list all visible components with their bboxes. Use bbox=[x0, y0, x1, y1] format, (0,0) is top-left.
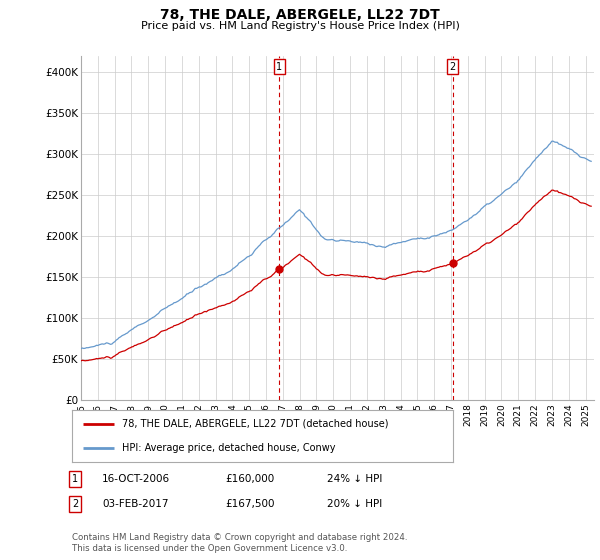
Text: 78, THE DALE, ABERGELE, LL22 7DT: 78, THE DALE, ABERGELE, LL22 7DT bbox=[160, 8, 440, 22]
Text: 2: 2 bbox=[449, 62, 456, 72]
Text: 1: 1 bbox=[72, 474, 78, 484]
Text: 1: 1 bbox=[277, 62, 283, 72]
Text: HPI: Average price, detached house, Conwy: HPI: Average price, detached house, Conw… bbox=[122, 443, 335, 453]
Text: 20% ↓ HPI: 20% ↓ HPI bbox=[327, 499, 382, 509]
Text: 03-FEB-2017: 03-FEB-2017 bbox=[102, 499, 169, 509]
Text: Contains HM Land Registry data © Crown copyright and database right 2024.
This d: Contains HM Land Registry data © Crown c… bbox=[72, 533, 407, 553]
Text: 16-OCT-2006: 16-OCT-2006 bbox=[102, 474, 170, 484]
Text: £160,000: £160,000 bbox=[225, 474, 274, 484]
Text: £167,500: £167,500 bbox=[225, 499, 275, 509]
Text: 24% ↓ HPI: 24% ↓ HPI bbox=[327, 474, 382, 484]
Text: 78, THE DALE, ABERGELE, LL22 7DT (detached house): 78, THE DALE, ABERGELE, LL22 7DT (detach… bbox=[122, 419, 388, 429]
Text: Price paid vs. HM Land Registry's House Price Index (HPI): Price paid vs. HM Land Registry's House … bbox=[140, 21, 460, 31]
Text: 2: 2 bbox=[72, 499, 78, 509]
